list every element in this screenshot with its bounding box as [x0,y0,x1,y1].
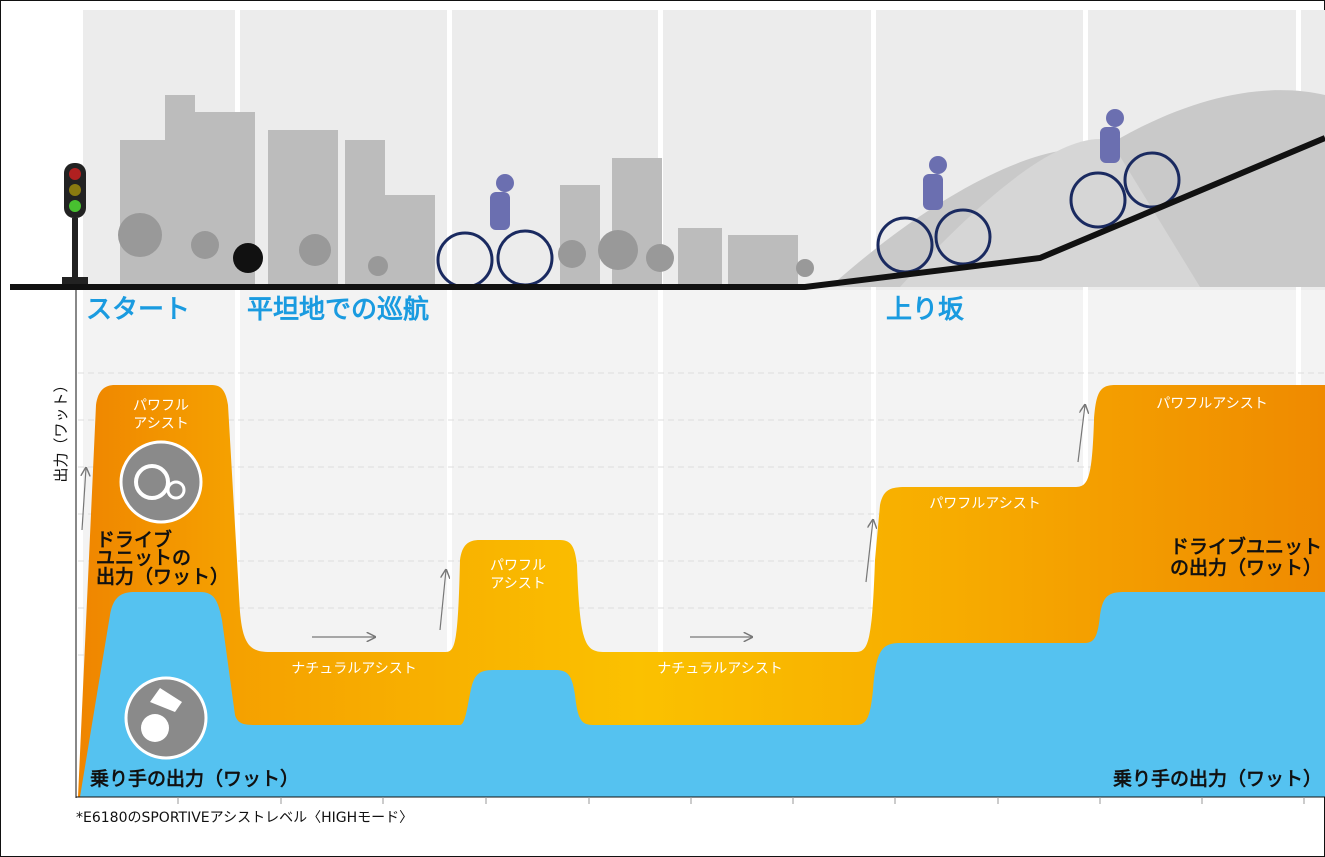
assist-label: パワフルアシスト [1156,396,1267,412]
assist-label: パワフルアシスト [929,496,1040,512]
y-axis-label: 出力（ワット） [52,377,70,482]
scenery [10,90,1325,290]
rider-label: 乗り手の出力（ワット） [90,767,299,790]
assist-label: ナチュラルアシスト [291,661,416,677]
section-label: 平坦地での巡航 [247,294,429,325]
drive-unit-label: ドライブユニットの出力（ワット） [1170,535,1322,579]
power-areas [78,385,1325,797]
axes [75,290,1325,804]
arrows [82,405,1085,637]
footnote: *E6180のSPORTIVEアシストレベル〈HIGHモード〉 [76,810,413,826]
assist-label: パワフルアシスト [133,398,189,432]
icons [119,440,208,760]
section-label: 上り坂 [886,295,965,325]
assist-label: パワフルアシスト [490,558,546,592]
drive-unit-label: ドライブユニットの出力（ワット） [96,528,229,588]
assist-label: ナチュラルアシスト [657,661,782,677]
rider-label: 乗り手の出力（ワット） [1113,767,1322,790]
section-label: スタート [86,295,190,325]
